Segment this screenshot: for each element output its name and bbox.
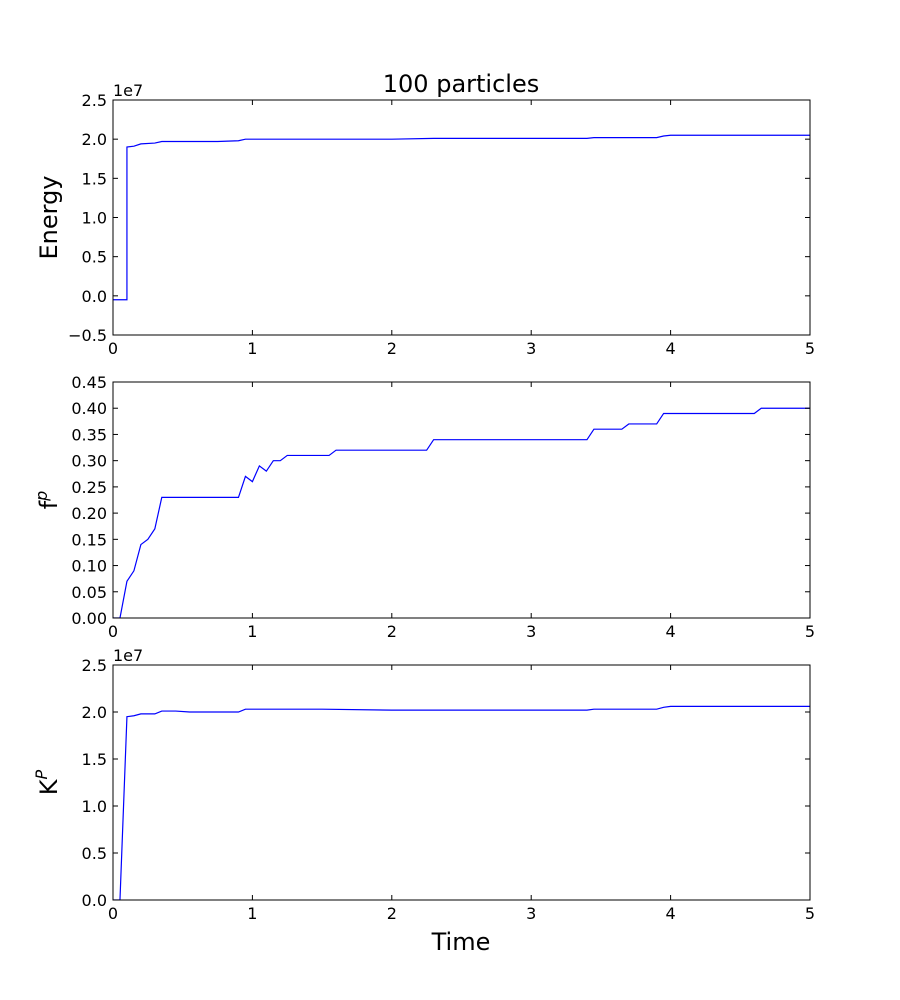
fp-y-tick-label: 0.40 — [71, 399, 107, 418]
fp-y-tick-label: 0.30 — [71, 452, 107, 471]
energy-y-tick-label: 1.5 — [82, 169, 107, 188]
energy-x-tick-label: 3 — [526, 339, 536, 358]
fp-y-axis-label: fp — [32, 491, 63, 510]
kp-x-tick-label: 2 — [387, 904, 397, 923]
energy-y-axis-label: Energy — [35, 175, 63, 259]
kp-axes-frame — [112, 664, 811, 901]
figure-title: 100 particles — [383, 70, 539, 98]
kp-x-tick-label: 1 — [247, 904, 257, 923]
energy-x-tick-label: 2 — [387, 339, 397, 358]
kp-y-tick-label: 2.0 — [82, 703, 107, 722]
x-axis-label: Time — [431, 928, 491, 956]
energy-y-tick-label: 0.5 — [82, 248, 107, 267]
fp-y-tick-label: 0.25 — [71, 478, 107, 497]
panel-kp: 0 1 2 3 4 5 0.0 0.5 1.0 1.5 2.0 2.5 1e7 KP — [32, 646, 815, 923]
energy-x-tick-label: 5 — [805, 339, 815, 358]
energy-x-tick-label: 4 — [666, 339, 676, 358]
kp-y-tick-label: 1.5 — [82, 750, 107, 769]
fp-x-tick-label: 4 — [666, 622, 676, 641]
kp-series-line-0 — [113, 705, 810, 900]
fp-y-tick-label: 0.00 — [71, 609, 107, 628]
panels: 0 1 2 3 4 5 −0.5 0.0 0.5 1.0 1.5 2.0 2.5 1e7 Energy 0 1 2… — [32, 81, 815, 923]
kp-y-tick-label: 2.5 — [82, 656, 107, 675]
energy-series-line-0 — [113, 134, 810, 301]
energy-y-tick-label: 2.5 — [82, 91, 107, 110]
panel-fp: 0 1 2 3 4 5 0.00 0.05 0.10 0.15 0.20 0.25 0.30 0.35 0.… — [32, 373, 815, 641]
fp-x-tick-label: 0 — [108, 622, 118, 641]
energy-y-tick-label: −0.5 — [68, 326, 107, 345]
energy-y-tick-label: 2.0 — [82, 130, 107, 149]
fp-y-tick-label: 0.20 — [71, 504, 107, 523]
kp-x-tick-label: 0 — [108, 904, 118, 923]
fp-x-tick-label: 5 — [805, 622, 815, 641]
fp-axes-frame — [112, 381, 811, 619]
fp-y-tick-label: 0.10 — [71, 557, 107, 576]
fp-x-tick-label: 3 — [526, 622, 536, 641]
fp-y-tick-label: 0.05 — [71, 583, 107, 602]
kp-offset-text: 1e7 — [113, 646, 143, 665]
energy-y-tick-label: 1.0 — [82, 209, 107, 228]
kp-x-tick-label: 5 — [805, 904, 815, 923]
kp-x-tick-label: 4 — [666, 904, 676, 923]
kp-x-tick-label: 3 — [526, 904, 536, 923]
kp-y-tick-label: 0.0 — [82, 891, 107, 910]
panel-energy: 0 1 2 3 4 5 −0.5 0.0 0.5 1.0 1.5 2.0 2.5 1e7 Energy — [35, 81, 815, 358]
kp-y-axis-label: KP — [32, 769, 63, 795]
fp-y-tick-label: 0.15 — [71, 530, 107, 549]
fp-y-tick-label: 0.45 — [71, 373, 107, 392]
energy-y-tick-label: 0.0 — [82, 287, 107, 306]
fp-x-tick-label: 2 — [387, 622, 397, 641]
fp-y-tick-label: 0.35 — [71, 425, 107, 444]
kp-y-tick-label: 0.5 — [82, 844, 107, 863]
fp-x-tick-label: 1 — [247, 622, 257, 641]
energy-offset-text: 1e7 — [113, 81, 143, 100]
fp-series-line-0 — [113, 407, 810, 618]
energy-x-tick-label: 0 — [108, 339, 118, 358]
energy-x-tick-label: 1 — [247, 339, 257, 358]
kp-y-tick-label: 1.0 — [82, 797, 107, 816]
